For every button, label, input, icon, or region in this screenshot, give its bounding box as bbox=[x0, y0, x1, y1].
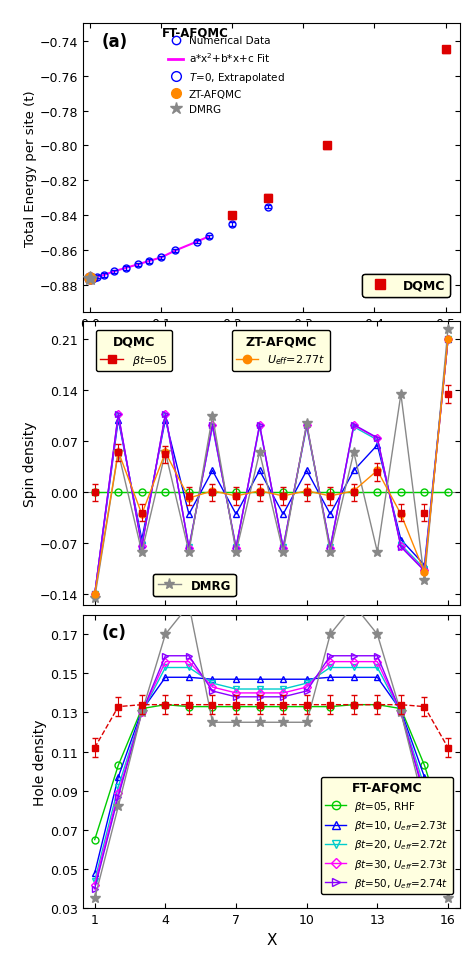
Legend: DMRG: DMRG bbox=[153, 575, 236, 597]
X-axis label: T/t: T/t bbox=[261, 335, 282, 351]
Y-axis label: Total Energy per site (t): Total Energy per site (t) bbox=[24, 90, 37, 246]
Legend: DQMC: DQMC bbox=[363, 275, 450, 298]
Text: (b): (b) bbox=[102, 331, 128, 349]
X-axis label: X: X bbox=[266, 931, 277, 947]
Y-axis label: Hole density: Hole density bbox=[33, 719, 47, 804]
Text: (c): (c) bbox=[102, 624, 127, 642]
Text: (a): (a) bbox=[102, 33, 128, 51]
Text: FT-AFQMC: FT-AFQMC bbox=[162, 27, 229, 40]
Legend: $\beta t$=05, RHF, $\beta t$=10, $U_{eff}$=2.73$t$, $\beta t$=20, $U_{eff}$=2.72: $\beta t$=05, RHF, $\beta t$=10, $U_{eff… bbox=[321, 776, 453, 894]
Y-axis label: Spin density: Spin density bbox=[23, 421, 37, 506]
